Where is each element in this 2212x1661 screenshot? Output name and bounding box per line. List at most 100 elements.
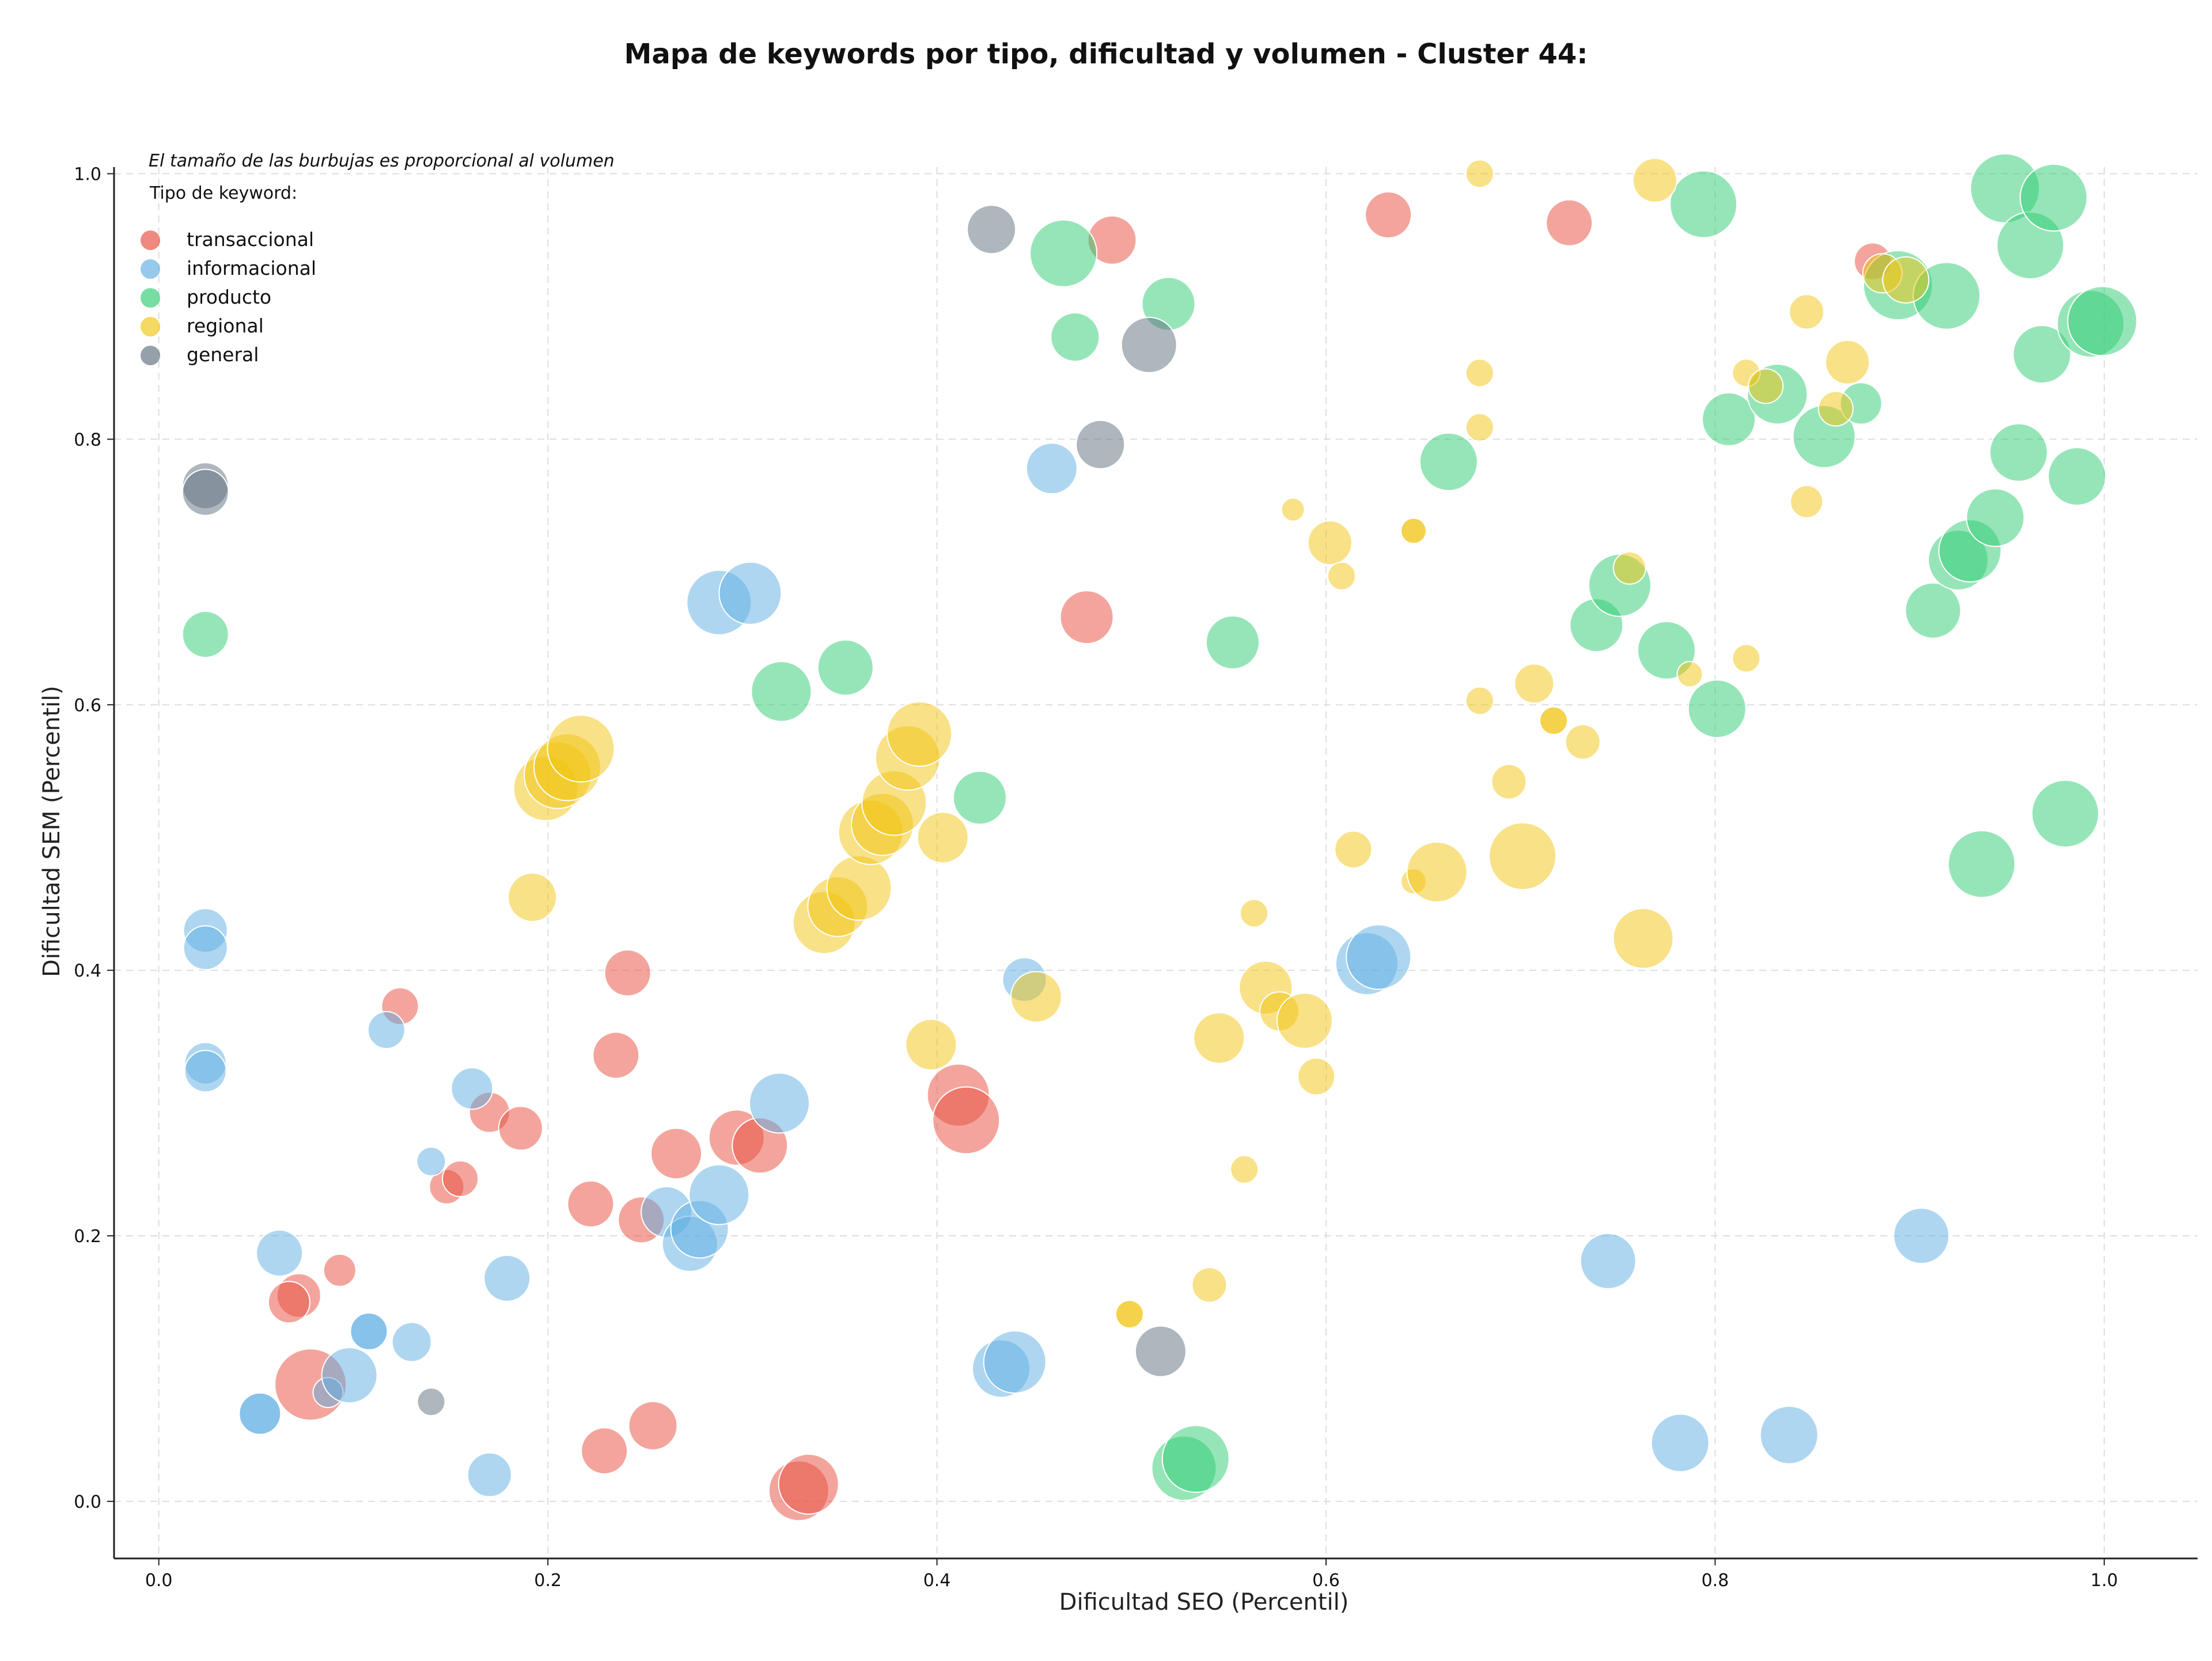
- series-informacional: [183, 442, 1950, 1497]
- legend-label: informacional: [187, 257, 317, 279]
- bubble-producto: [751, 661, 812, 722]
- bubble-regional: [1882, 256, 1930, 304]
- bubble-regional: [826, 855, 892, 921]
- bubble-informacional: [391, 1322, 432, 1363]
- bubble-regional: [1240, 899, 1268, 928]
- bubble-informacional: [688, 1164, 750, 1225]
- bubble-regional: [887, 701, 953, 767]
- bubble-informacional: [256, 1229, 304, 1277]
- bubble-producto: [2012, 324, 2071, 384]
- bubble-transaccional: [778, 1454, 839, 1515]
- bubble-producto: [1904, 582, 1961, 639]
- bubble-regional: [916, 811, 969, 864]
- bubble-producto: [1050, 312, 1100, 362]
- y-tick-label: 0.2: [74, 1227, 101, 1247]
- bubble-layer: [181, 153, 2138, 1522]
- bubble-producto: [1989, 423, 2048, 482]
- bubble-producto: [2020, 164, 2088, 232]
- bubble-informacional: [367, 1011, 406, 1049]
- bubble-general: [1134, 1325, 1187, 1378]
- bubble-general: [181, 468, 229, 516]
- bubble-regional: [1817, 391, 1854, 427]
- bubble-transaccional: [267, 1281, 310, 1324]
- bubble-producto: [2047, 447, 2107, 506]
- bubble-regional: [1230, 1155, 1259, 1184]
- y-tick-label: 0.0: [74, 1492, 101, 1512]
- x-tick-label: 0.8: [1702, 1571, 1729, 1591]
- bubble-informacional: [238, 1392, 282, 1435]
- bubble-transaccional: [592, 1031, 640, 1079]
- bubble-regional: [1281, 497, 1305, 522]
- bubble-regional: [1406, 841, 1468, 903]
- x-tick-label: 0.6: [1312, 1571, 1340, 1591]
- y-tick-label: 0.6: [74, 695, 101, 716]
- bubble-producto: [2031, 780, 2100, 848]
- legend-label: general: [187, 343, 259, 366]
- bubble-regional: [1790, 485, 1824, 519]
- bubble-producto: [1205, 615, 1260, 669]
- chart-title: Mapa de keywords por tipo, dificultad y …: [624, 38, 1588, 70]
- bubble-regional: [1676, 661, 1703, 688]
- legend-swatch: [141, 230, 160, 250]
- bubble-regional: [1465, 159, 1494, 188]
- bubble-regional: [1748, 368, 1784, 404]
- bubble-producto: [817, 639, 874, 696]
- bubble-general: [416, 1387, 446, 1417]
- y-tick-label: 0.4: [74, 961, 101, 981]
- bubble-informacional: [1580, 1232, 1637, 1289]
- bubble-informacional: [1650, 1413, 1710, 1473]
- bubble-transaccional: [628, 1401, 678, 1451]
- legend-label: producto: [187, 286, 272, 308]
- bubble-informacional: [321, 1347, 378, 1403]
- bubble-regional: [1400, 517, 1427, 544]
- bubble-regional: [1491, 763, 1527, 800]
- bubble-transaccional: [650, 1127, 702, 1180]
- bubble-informacional: [1025, 442, 1078, 495]
- bubble-transaccional: [567, 1180, 615, 1228]
- bubble-producto: [1669, 170, 1738, 239]
- bubble-regional: [1465, 686, 1494, 716]
- bubble-regional: [1297, 1057, 1336, 1096]
- bubble-informacional: [749, 1072, 810, 1134]
- bubble-informacional: [450, 1067, 494, 1110]
- bubble-regional: [1612, 907, 1674, 969]
- bubble-transaccional: [498, 1106, 543, 1151]
- bubble-producto: [2067, 286, 2138, 357]
- bubble-regional: [1514, 663, 1555, 704]
- axes: [113, 167, 2198, 1560]
- bubble-transaccional: [1059, 590, 1114, 645]
- legend-label: transaccional: [187, 228, 315, 251]
- bubble-regional: [1327, 561, 1356, 591]
- bubble-regional: [1789, 294, 1825, 330]
- bubble-regional: [1307, 520, 1353, 566]
- x-tick-label: 0.0: [145, 1571, 173, 1591]
- bubble-producto: [1419, 432, 1478, 491]
- bubble-regional: [1612, 551, 1646, 585]
- bubble-general: [1120, 316, 1177, 373]
- bubble-regional: [1539, 706, 1569, 735]
- bubble-informacional: [184, 1050, 227, 1093]
- legend-title: Tipo de keyword:: [150, 183, 298, 203]
- bubble-regional: [1276, 992, 1333, 1049]
- bubble-regional: [1334, 830, 1373, 869]
- series-general: [181, 205, 1187, 1417]
- x-axis-label: Dificultad SEO (Percentil): [1059, 1589, 1349, 1615]
- bubble-transaccional: [442, 1160, 479, 1197]
- bubble-informacional: [983, 1330, 1047, 1394]
- bubble-producto: [1965, 488, 2025, 547]
- bubble-producto: [952, 770, 1007, 825]
- series-producto: [181, 153, 2138, 1501]
- bubble-informacional: [1346, 924, 1412, 990]
- bubble-informacional: [183, 925, 228, 970]
- bubble-regional: [1465, 413, 1494, 442]
- bubble-general: [967, 205, 1017, 255]
- bubble-size-note: El tamaño de las burbujas es proporciona…: [149, 151, 615, 171]
- bubble-regional: [1010, 971, 1062, 1023]
- bubble-transaccional: [581, 1427, 628, 1475]
- bubble-informacional: [350, 1312, 388, 1350]
- bubble-regional: [1825, 339, 1870, 385]
- bubble-regional: [905, 1019, 957, 1071]
- bubble-producto: [1702, 392, 1756, 447]
- bubble-producto: [1161, 1425, 1230, 1493]
